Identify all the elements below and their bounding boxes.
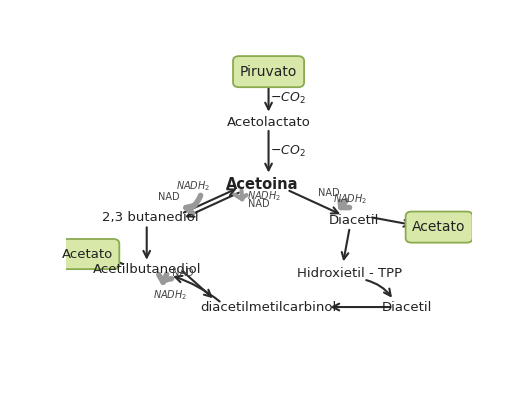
Text: Diacetil: Diacetil <box>329 214 379 227</box>
Text: Acetato: Acetato <box>62 248 114 260</box>
Text: $-CO_2$: $-CO_2$ <box>270 91 306 106</box>
Text: NAD: NAD <box>158 192 180 202</box>
Text: $-CO_2$: $-CO_2$ <box>270 143 306 159</box>
FancyBboxPatch shape <box>57 239 119 269</box>
Text: NAD: NAD <box>172 268 194 278</box>
FancyBboxPatch shape <box>406 211 473 243</box>
Text: diacetilmetilcarbinol: diacetilmetilcarbinol <box>200 302 337 314</box>
Text: Hidroxietil - TPP: Hidroxietil - TPP <box>297 267 402 280</box>
Text: $NADH_2$: $NADH_2$ <box>176 179 211 193</box>
Text: NAD: NAD <box>247 199 269 209</box>
Text: Acetilbutanediol: Acetilbutanediol <box>92 263 201 276</box>
FancyBboxPatch shape <box>233 56 304 87</box>
Text: $NADH_2$: $NADH_2$ <box>153 288 188 302</box>
Text: Piruvato: Piruvato <box>240 65 297 79</box>
Text: NAD: NAD <box>318 188 340 198</box>
Text: Acetato: Acetato <box>412 220 466 234</box>
Text: $NADH_2$: $NADH_2$ <box>246 189 281 203</box>
Text: Acetolactato: Acetolactato <box>226 116 311 129</box>
Text: 2,3 butanediol: 2,3 butanediol <box>103 211 199 224</box>
Text: Diacetil: Diacetil <box>381 302 432 314</box>
Text: $NADH_2$: $NADH_2$ <box>333 192 367 206</box>
Text: Acetoina: Acetoina <box>226 177 299 192</box>
